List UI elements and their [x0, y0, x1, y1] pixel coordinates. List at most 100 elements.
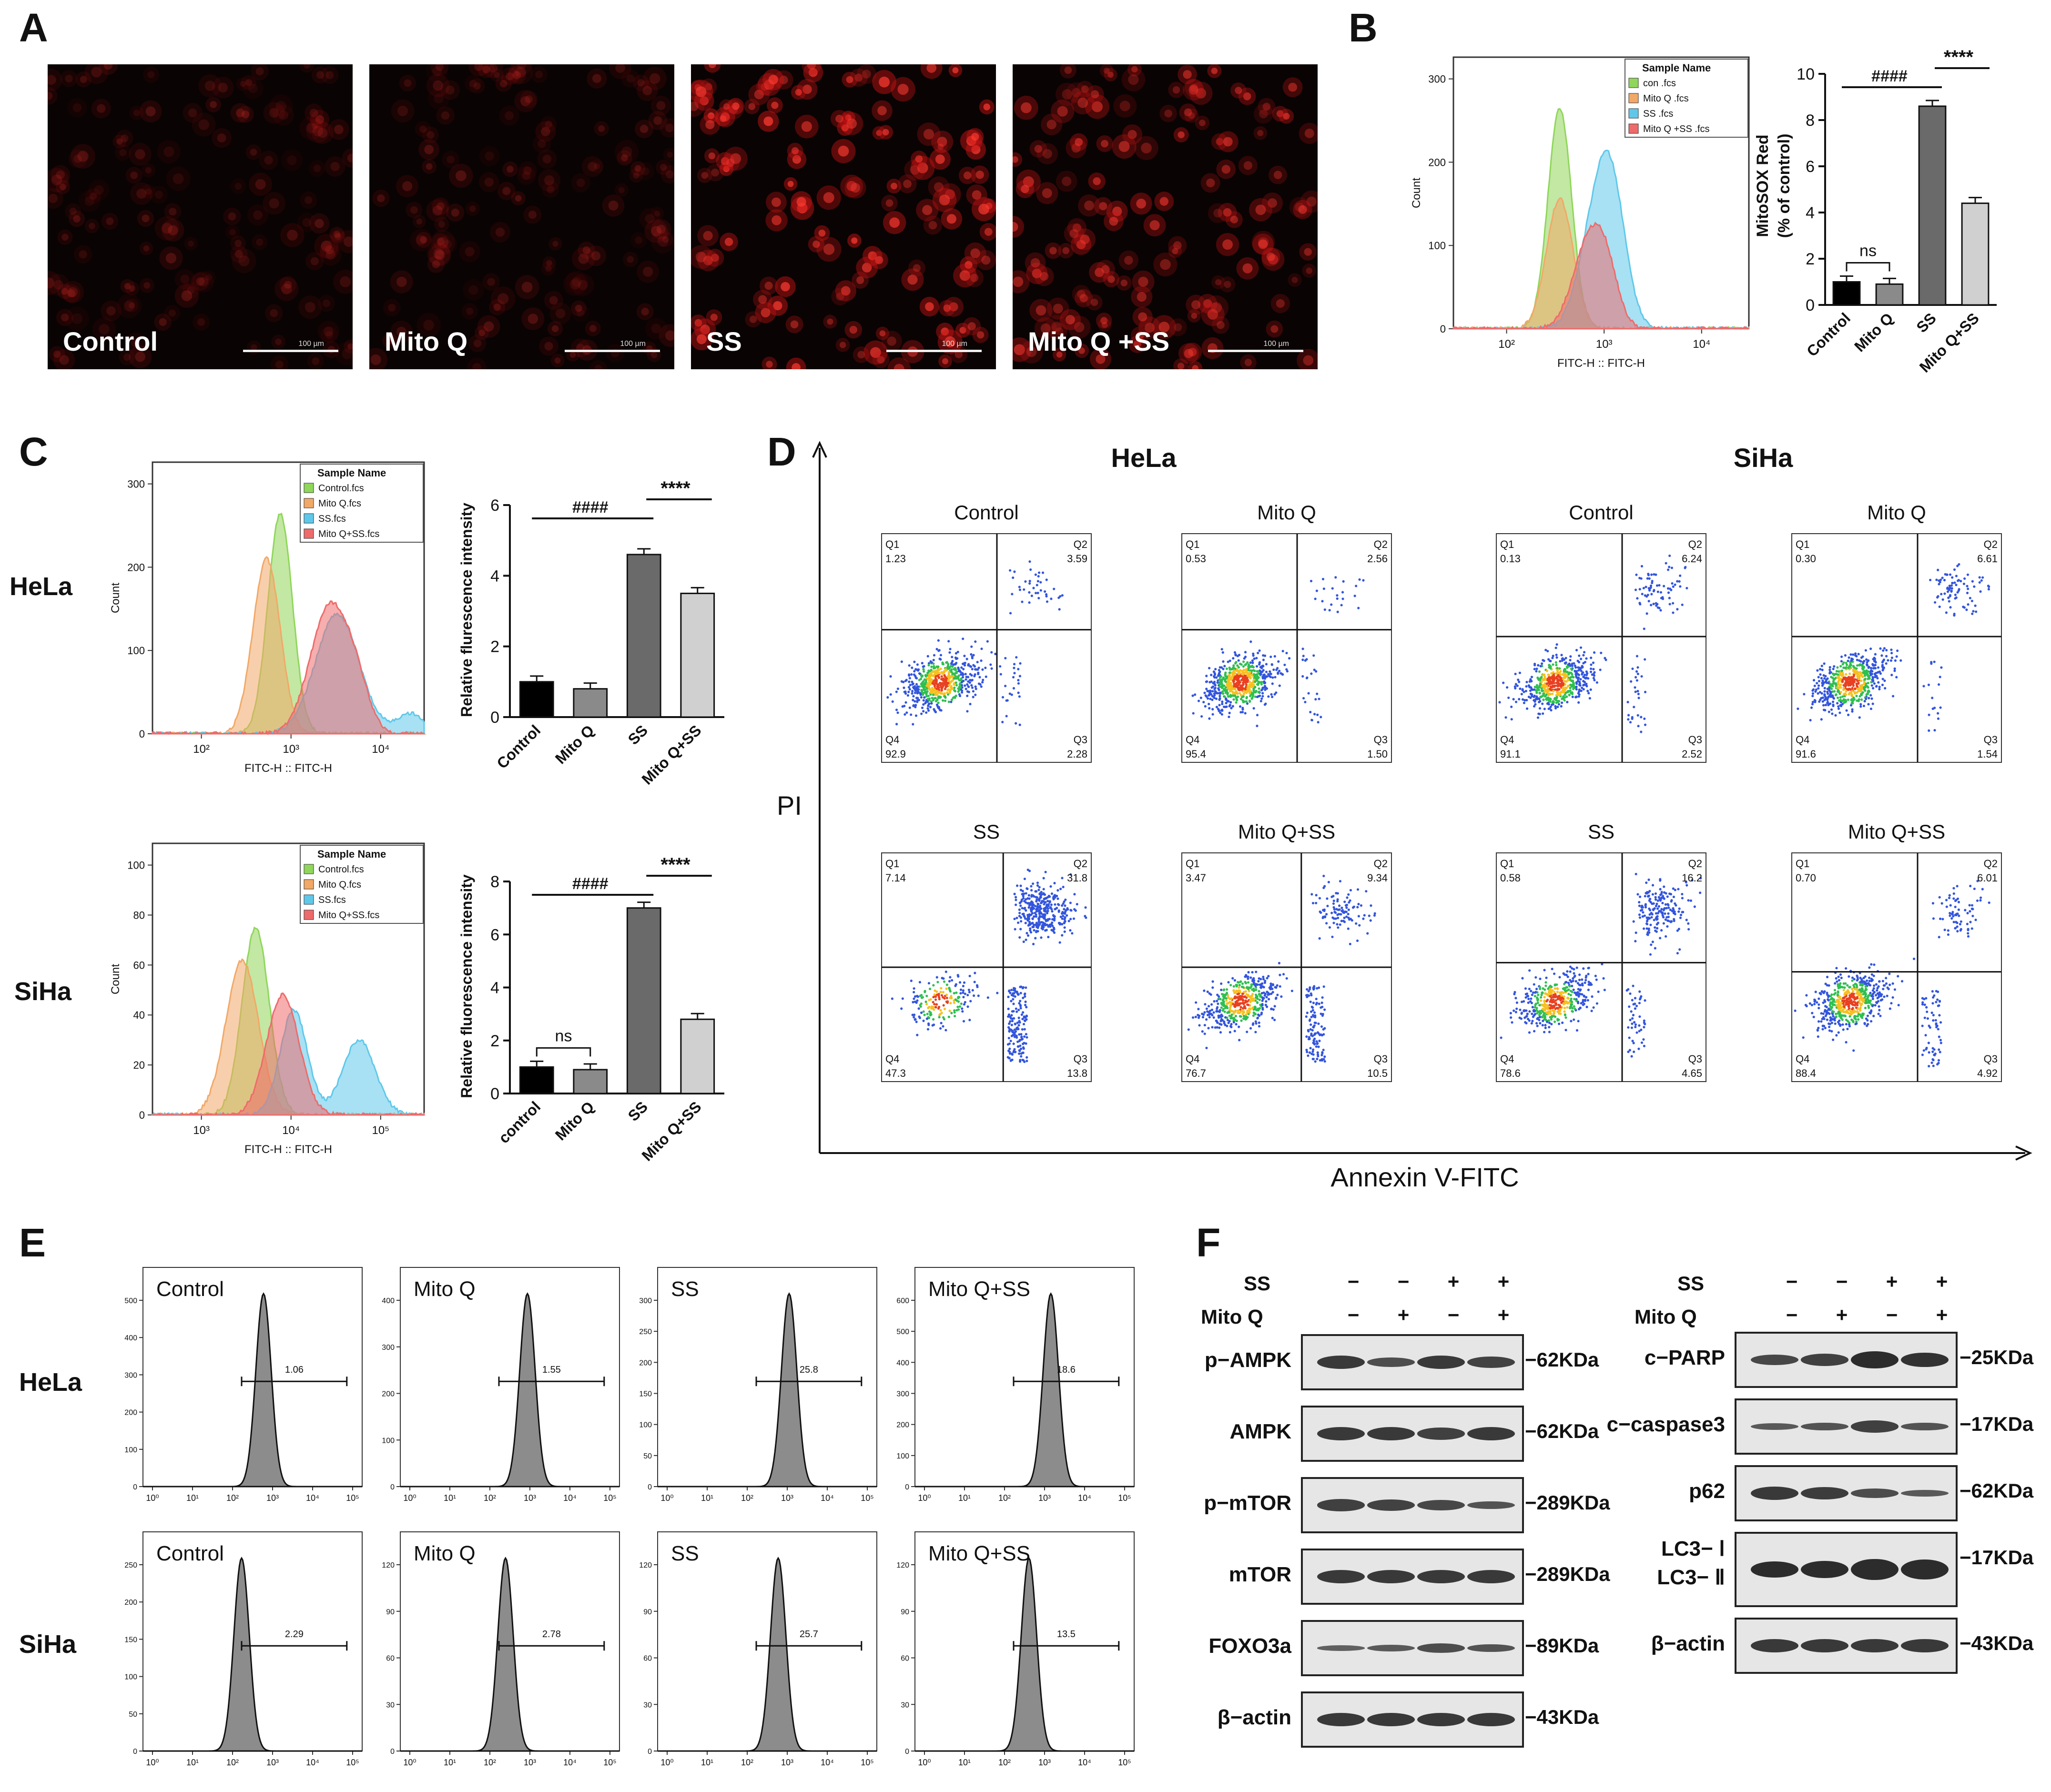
- event-dot: [990, 651, 993, 654]
- event-dot: [1015, 899, 1017, 901]
- event-dot: [1275, 668, 1278, 671]
- event-dot: [1235, 685, 1238, 688]
- cell: [329, 226, 345, 242]
- cell: [1185, 79, 1203, 97]
- event-dot: [925, 1017, 928, 1020]
- event-dot: [1589, 667, 1593, 670]
- event-dot: [1593, 674, 1596, 677]
- event-dot: [955, 684, 958, 687]
- event-dot: [953, 1009, 956, 1012]
- event-dot: [957, 668, 960, 670]
- cell-core: [1211, 67, 1218, 74]
- event-dot: [914, 676, 917, 679]
- event-dot: [1651, 581, 1654, 585]
- scale-bar-label: 100 µm: [298, 340, 324, 348]
- cell: [581, 156, 603, 177]
- event-dot: [1838, 711, 1841, 714]
- event-dot: [1030, 909, 1033, 912]
- event-dot: [1671, 582, 1674, 585]
- cell: [1051, 323, 1068, 340]
- event-dot: [1232, 680, 1236, 683]
- cell-core: [325, 250, 336, 260]
- event-dot: [1839, 691, 1842, 694]
- cell: [191, 272, 210, 291]
- cell: [251, 234, 268, 251]
- event-dot: [889, 675, 892, 678]
- event-dot: [1304, 700, 1307, 704]
- event-dot: [1214, 687, 1217, 689]
- event-dot: [932, 693, 935, 696]
- cell-core: [1101, 265, 1110, 274]
- event-dot: [942, 1025, 944, 1028]
- cell-core: [650, 73, 660, 84]
- event-dot: [1353, 595, 1356, 597]
- event-dot: [1855, 671, 1858, 674]
- event-dot: [1243, 680, 1246, 683]
- cell-core: [862, 263, 872, 273]
- cell: [193, 271, 214, 293]
- event-dot: [1233, 672, 1236, 675]
- event-dot: [1836, 666, 1839, 669]
- quadrant-name: Q3: [1984, 734, 1998, 746]
- y-tick-label: 6: [490, 496, 499, 515]
- cell: [704, 148, 720, 164]
- cell-core: [827, 318, 833, 325]
- event-dot: [906, 694, 909, 697]
- event-dot: [1059, 595, 1062, 598]
- cell: [225, 225, 240, 240]
- event-dot: [1019, 1059, 1022, 1062]
- cell: [1113, 94, 1137, 118]
- event-dot: [1012, 1033, 1015, 1037]
- event-dot: [1557, 694, 1560, 697]
- cell: [1159, 104, 1177, 122]
- bar: [1875, 283, 1904, 306]
- event-dot: [1029, 927, 1032, 930]
- event-dot: [929, 660, 932, 663]
- event-dot: [1192, 712, 1195, 715]
- event-dot: [1638, 577, 1641, 579]
- event-dot: [1030, 894, 1033, 897]
- bar: [519, 681, 554, 718]
- event-dot: [913, 673, 915, 676]
- event-dot: [947, 682, 950, 685]
- event-dot: [1222, 660, 1225, 663]
- cell: [875, 326, 889, 340]
- cell-core: [1084, 200, 1094, 211]
- event-dot: [973, 994, 975, 997]
- cell-core: [910, 165, 920, 175]
- cell-core: [424, 145, 434, 154]
- cell-core: [535, 71, 543, 79]
- quadrant-value: 95.4: [1186, 748, 1206, 760]
- event-dot: [1227, 660, 1229, 663]
- y-tick-label: 300: [1428, 73, 1446, 85]
- sig-star: ****: [1944, 48, 1974, 68]
- event-dot: [1046, 600, 1049, 603]
- cell: [1300, 190, 1318, 213]
- event-dot: [935, 665, 938, 668]
- cell-core: [94, 185, 104, 195]
- event-dot: [927, 664, 930, 667]
- event-dot: [1652, 602, 1655, 606]
- cell: [263, 192, 286, 215]
- event-dot: [1817, 676, 1820, 678]
- cell-core: [435, 250, 445, 261]
- cell: [594, 121, 609, 136]
- cell-core: [502, 187, 511, 195]
- legend-entry: Mito Q.fcs: [318, 498, 361, 509]
- sig-hash: ####: [572, 498, 609, 516]
- event-dot: [1653, 589, 1655, 592]
- event-dot: [1893, 669, 1896, 672]
- event-dot: [1061, 877, 1064, 880]
- event-dot: [1336, 610, 1339, 613]
- event-dot: [1552, 675, 1554, 678]
- event-dot: [1640, 730, 1643, 733]
- cell: [651, 219, 671, 240]
- event-dot: [1208, 707, 1211, 710]
- cell-core: [241, 110, 250, 119]
- event-dot: [943, 1018, 945, 1021]
- event-dot: [1069, 901, 1072, 904]
- cell-core: [801, 121, 812, 132]
- event-dot: [1318, 1040, 1321, 1043]
- y-tick-label: 200: [1428, 156, 1446, 168]
- cell: [887, 357, 911, 369]
